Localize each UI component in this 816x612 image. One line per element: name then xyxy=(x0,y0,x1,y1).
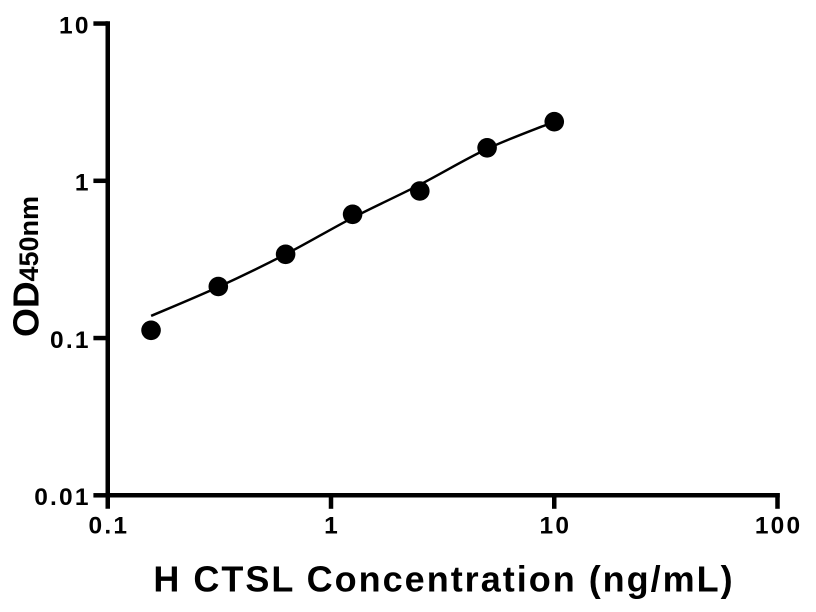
svg-text:OD: OD xyxy=(6,281,46,337)
svg-text:0.1: 0.1 xyxy=(89,512,130,539)
svg-text:10: 10 xyxy=(540,512,572,539)
svg-text:100: 100 xyxy=(755,512,802,539)
svg-text:H CTSL Concentration (ng/mL): H CTSL Concentration (ng/mL) xyxy=(153,559,734,600)
svg-text:1: 1 xyxy=(324,512,340,539)
svg-text:1: 1 xyxy=(75,170,91,197)
svg-text:0.01: 0.01 xyxy=(34,484,90,511)
svg-text:450nm: 450nm xyxy=(14,196,44,282)
svg-text:10: 10 xyxy=(59,12,91,39)
svg-text:0.1: 0.1 xyxy=(50,327,91,354)
